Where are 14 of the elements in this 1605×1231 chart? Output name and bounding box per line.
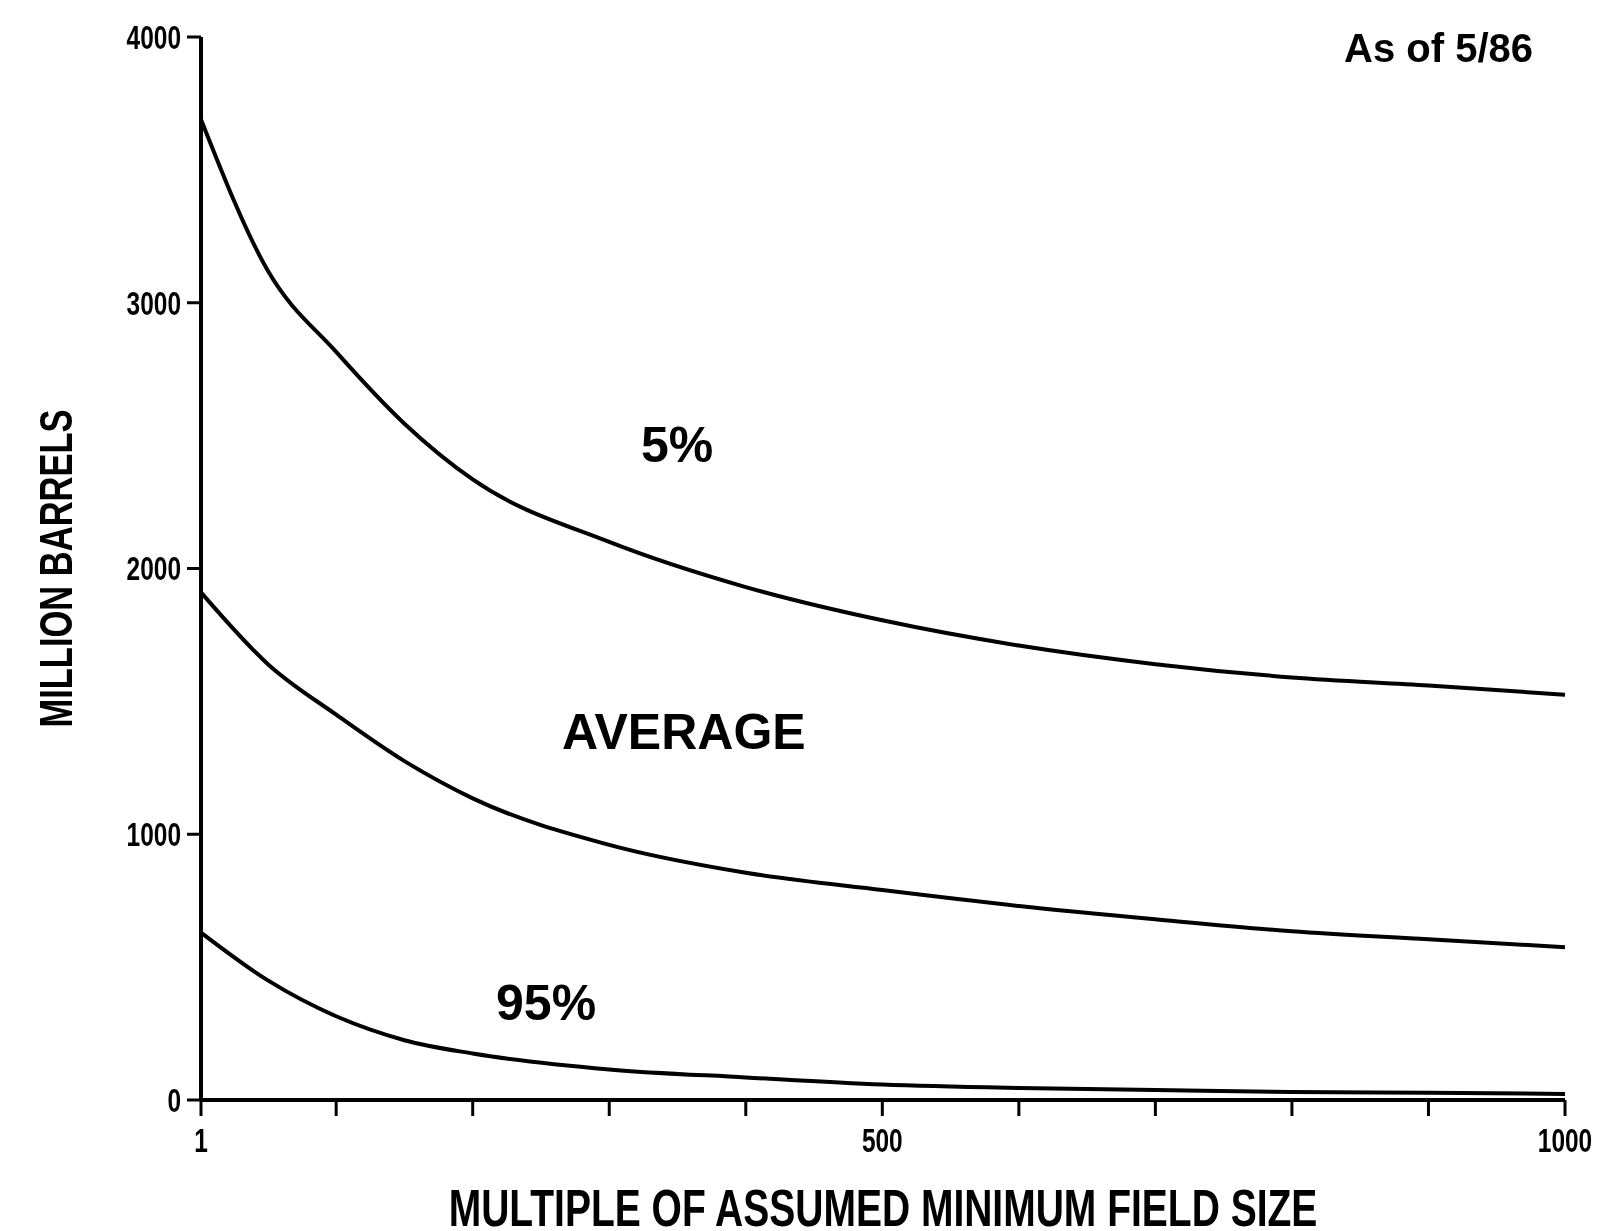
y-tick-label: 4000	[126, 17, 181, 56]
x-tick-label: 500	[861, 1121, 903, 1159]
x-tick-label: 1000	[1537, 1121, 1593, 1159]
x-axis-title: MULTIPLE OF ASSUMED MINIMUM FIELD SIZE	[448, 1178, 1318, 1231]
y-tick-label: 0	[167, 1080, 181, 1119]
annotation: As of 5/86	[1344, 26, 1533, 70]
y-tick-label: 1000	[126, 815, 181, 854]
series-label: 95%	[496, 975, 597, 1032]
y-axis-title: MILLION BARRELS	[30, 409, 83, 728]
series-label: 5%	[640, 417, 714, 474]
x-tick-label: 1	[194, 1121, 208, 1159]
series-label: AVERAGE	[562, 704, 806, 761]
y-tick-label: 2000	[126, 549, 181, 588]
y-tick-label: 3000	[126, 283, 181, 322]
